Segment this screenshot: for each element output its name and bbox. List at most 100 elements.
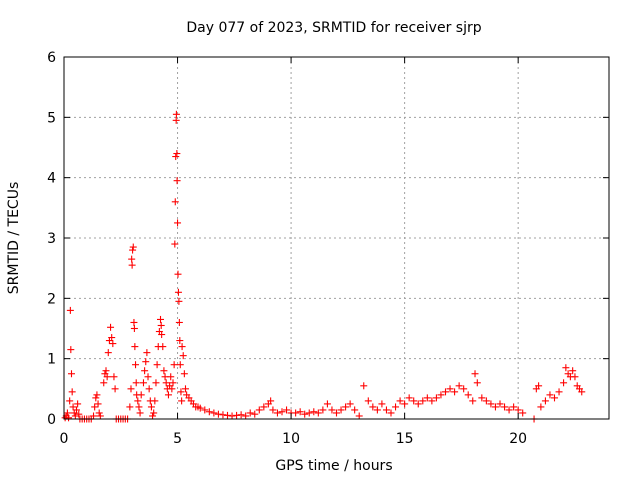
data-point xyxy=(487,400,495,408)
y-tick-label: 5 xyxy=(47,110,56,126)
data-point xyxy=(179,352,187,360)
data-point xyxy=(90,412,98,420)
data-point xyxy=(147,403,155,411)
data-point xyxy=(171,240,179,248)
data-point xyxy=(355,412,363,420)
data-point xyxy=(210,409,218,417)
data-point xyxy=(168,385,176,393)
data-point xyxy=(269,406,277,414)
data-point xyxy=(392,403,400,411)
data-point xyxy=(178,343,186,351)
data-point xyxy=(174,270,182,278)
data-point xyxy=(519,409,527,417)
data-point xyxy=(437,391,445,399)
data-point xyxy=(172,116,180,124)
data-point xyxy=(169,379,177,387)
data-point xyxy=(469,397,477,405)
data-point xyxy=(401,400,409,408)
data-point xyxy=(323,400,331,408)
data-point xyxy=(151,397,159,405)
data-point xyxy=(246,409,254,417)
data-point xyxy=(255,406,263,414)
data-point xyxy=(177,388,185,396)
data-point xyxy=(342,403,350,411)
data-point xyxy=(382,406,390,414)
data-point xyxy=(128,261,136,269)
data-point xyxy=(414,400,422,408)
data-point xyxy=(100,379,108,387)
data-point xyxy=(446,385,454,393)
data-point xyxy=(351,406,359,414)
data-point xyxy=(233,411,241,419)
data-point xyxy=(471,370,479,378)
data-point xyxy=(66,397,74,405)
data-point xyxy=(396,397,404,405)
x-tick-label: 20 xyxy=(509,431,527,447)
data-point xyxy=(95,409,103,417)
data-point xyxy=(464,391,472,399)
x-tick-label: 0 xyxy=(60,431,69,447)
data-point xyxy=(551,394,558,402)
data-point xyxy=(460,385,468,393)
data-point xyxy=(131,343,139,351)
data-point xyxy=(167,373,175,381)
data-point xyxy=(373,406,381,414)
data-point xyxy=(74,400,82,408)
data-point xyxy=(91,403,99,411)
grid xyxy=(64,57,609,419)
x-axis-label: GPS time / hours xyxy=(275,458,392,474)
data-point xyxy=(127,385,135,393)
data-point xyxy=(93,391,101,399)
data-point xyxy=(482,397,490,405)
data-point xyxy=(174,288,182,296)
data-point xyxy=(301,410,309,418)
data-point xyxy=(214,410,222,418)
x-tick-label: 5 xyxy=(173,431,182,447)
data-point xyxy=(555,388,563,396)
data-point xyxy=(201,406,209,414)
data-point xyxy=(170,361,178,369)
data-point xyxy=(136,409,144,417)
data-point xyxy=(196,404,204,412)
data-point xyxy=(267,397,275,405)
data-point xyxy=(451,388,459,396)
data-point xyxy=(428,397,436,405)
data-point xyxy=(160,367,168,375)
data-point xyxy=(66,306,74,314)
data-point xyxy=(67,346,75,354)
data-point xyxy=(473,379,481,387)
data-point xyxy=(181,385,189,393)
data-point xyxy=(314,409,322,417)
data-point xyxy=(501,403,509,411)
data-point xyxy=(107,323,115,331)
data-point xyxy=(63,409,71,417)
data-point xyxy=(176,361,184,369)
data-point xyxy=(67,370,75,378)
data-point xyxy=(175,318,183,326)
data-point xyxy=(68,388,76,396)
data-point xyxy=(126,403,134,411)
data-point xyxy=(157,321,165,329)
data-point xyxy=(410,397,418,405)
data-point xyxy=(337,406,345,414)
data-point xyxy=(108,334,116,342)
data-point xyxy=(423,394,431,402)
data-point xyxy=(305,409,313,417)
data-point xyxy=(145,385,153,393)
data-point xyxy=(173,177,181,185)
data-point xyxy=(346,400,354,408)
chart-title: Day 077 of 2023, SRMTID for receiver sjr… xyxy=(186,20,481,36)
data-point xyxy=(569,367,577,375)
data-point xyxy=(94,400,102,408)
y-tick-label: 4 xyxy=(47,171,56,187)
data-point xyxy=(319,406,327,414)
data-point xyxy=(442,388,449,396)
data-point xyxy=(174,219,182,227)
data-point xyxy=(132,379,140,387)
data-point xyxy=(378,400,386,408)
data-point xyxy=(150,409,158,417)
data-point xyxy=(505,406,513,414)
data-point xyxy=(541,397,549,405)
x-tick-label: 15 xyxy=(396,431,414,447)
data-point xyxy=(111,385,119,393)
